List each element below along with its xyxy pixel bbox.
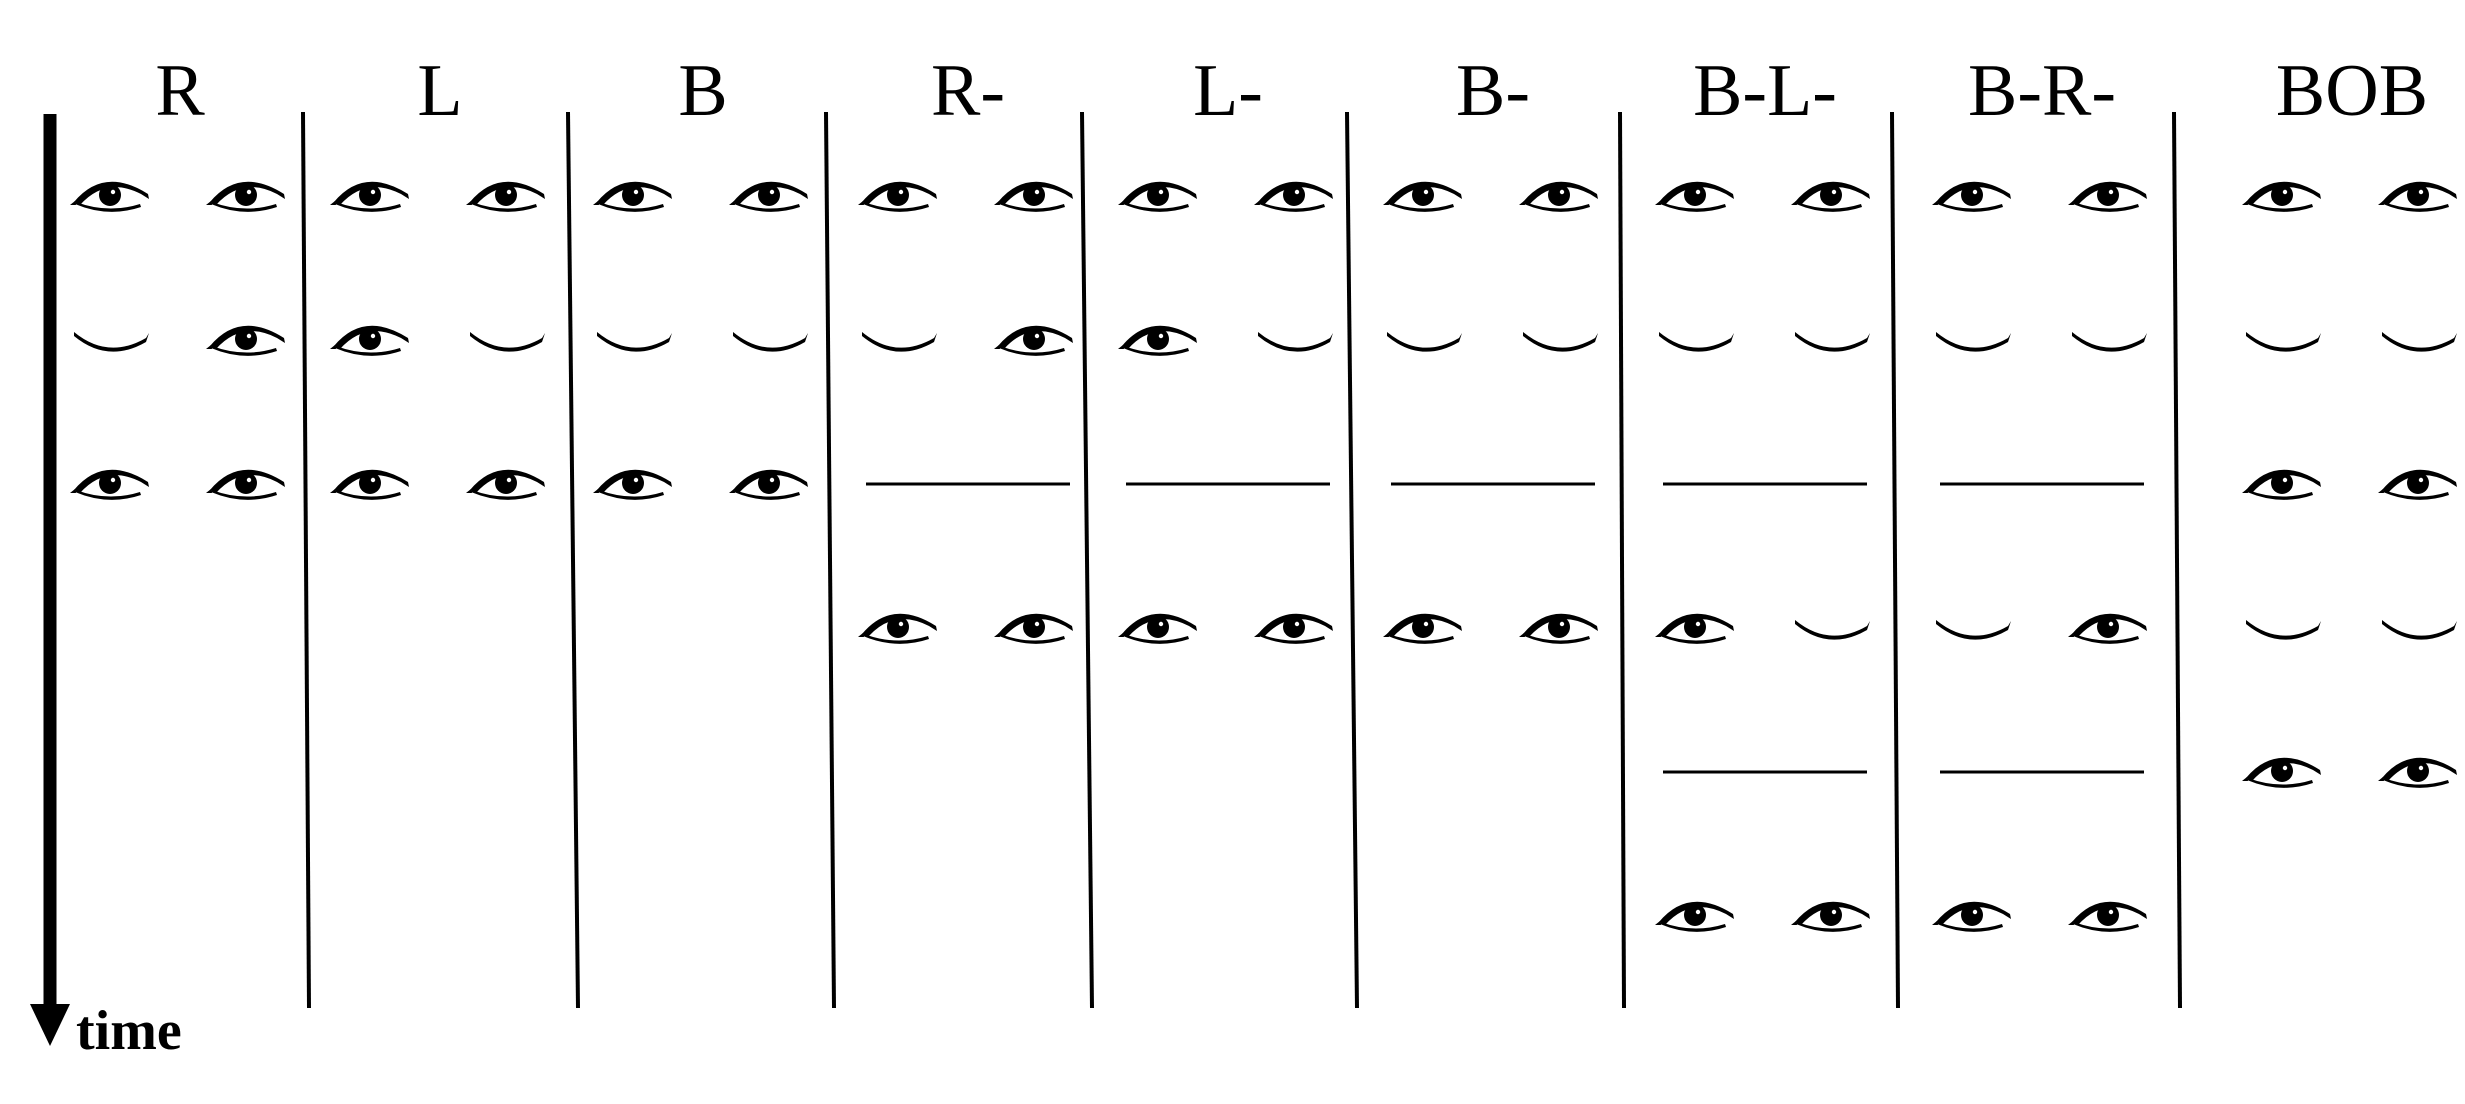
open-eye-icon <box>466 181 545 212</box>
open-eye-icon <box>1118 613 1197 644</box>
open-eye-icon <box>70 181 149 212</box>
open-eye-icon <box>2068 181 2147 212</box>
closed-eye-icon <box>1383 328 1462 352</box>
columns-layer: R L B R- L- B- B-L- B-R- BOB <box>70 50 2457 932</box>
column: BOB <box>2242 50 2457 788</box>
open-eye-icon <box>1655 181 1734 212</box>
open-eye-icon <box>1791 181 1870 212</box>
closed-eye-icon <box>70 328 149 352</box>
open-eye-icon <box>330 325 409 356</box>
open-eye-icon <box>1519 613 1598 644</box>
open-eye-icon <box>1383 181 1462 212</box>
open-eye-icon <box>1519 181 1598 212</box>
closed-eye-icon <box>2378 616 2457 640</box>
column: B <box>593 50 808 500</box>
open-eye-icon <box>1118 181 1197 212</box>
separator-line <box>1345 111 1359 1009</box>
open-eye-icon <box>729 469 808 500</box>
column-title: B <box>678 50 727 132</box>
time-axis-label: time <box>76 1000 182 1062</box>
separator-line <box>1890 111 1900 1009</box>
column: B- <box>1383 50 1598 644</box>
open-eye-icon <box>206 469 285 500</box>
column: L <box>330 50 545 500</box>
open-eye-icon <box>1254 613 1333 644</box>
separator-line <box>1080 111 1094 1009</box>
column-title: B-L- <box>1693 50 1837 132</box>
open-eye-icon <box>1932 901 2011 932</box>
open-eye-icon <box>994 325 1073 356</box>
separator-line <box>2172 111 2182 1009</box>
separator-line <box>824 111 836 1009</box>
column-title: L- <box>1193 50 1263 132</box>
open-eye-icon <box>70 469 149 500</box>
column: R- <box>858 50 1073 644</box>
closed-eye-icon <box>1254 328 1333 352</box>
open-eye-icon <box>2242 181 2321 212</box>
column-title: BOB <box>2276 50 2428 132</box>
open-eye-icon <box>729 181 808 212</box>
open-eye-icon <box>858 181 937 212</box>
open-eye-icon <box>994 181 1073 212</box>
column: B-L- <box>1655 50 1870 932</box>
open-eye-icon <box>2378 469 2457 500</box>
separator-line <box>301 111 311 1009</box>
open-eye-icon <box>2068 901 2147 932</box>
open-eye-icon <box>2378 181 2457 212</box>
open-eye-icon <box>994 613 1073 644</box>
closed-eye-icon <box>858 328 937 352</box>
closed-eye-icon <box>729 328 808 352</box>
open-eye-icon <box>466 469 545 500</box>
column: L- <box>1118 50 1333 644</box>
closed-eye-icon <box>2242 616 2321 640</box>
closed-eye-icon <box>1932 616 2011 640</box>
open-eye-icon <box>1655 901 1734 932</box>
open-eye-icon <box>1932 181 2011 212</box>
column-title: B- <box>1456 50 1530 132</box>
open-eye-icon <box>330 469 409 500</box>
closed-eye-icon <box>1519 328 1598 352</box>
open-eye-icon <box>593 181 672 212</box>
open-eye-icon <box>330 181 409 212</box>
closed-eye-icon <box>2068 328 2147 352</box>
open-eye-icon <box>1383 613 1462 644</box>
open-eye-icon <box>2378 757 2457 788</box>
time-arrow-head <box>30 1004 70 1046</box>
open-eye-icon <box>858 613 937 644</box>
closed-eye-icon <box>1791 328 1870 352</box>
closed-eye-icon <box>2378 328 2457 352</box>
open-eye-icon <box>1254 181 1333 212</box>
open-eye-icon <box>206 181 285 212</box>
open-eye-icon <box>2242 757 2321 788</box>
open-eye-icon <box>2242 469 2321 500</box>
closed-eye-icon <box>1932 328 2011 352</box>
closed-eye-icon <box>1791 616 1870 640</box>
separator-line <box>566 111 580 1009</box>
column-title: R- <box>931 50 1005 132</box>
closed-eye-icon <box>2242 328 2321 352</box>
column-title: L <box>417 50 462 132</box>
open-eye-icon <box>1655 613 1734 644</box>
column-title: B-R- <box>1968 50 2116 132</box>
open-eye-icon <box>593 469 672 500</box>
column-title: R <box>155 50 205 132</box>
open-eye-icon <box>1118 325 1197 356</box>
column: B-R- <box>1932 50 2147 932</box>
closed-eye-icon <box>593 328 672 352</box>
open-eye-icon <box>206 325 285 356</box>
open-eye-icon <box>1791 901 1870 932</box>
closed-eye-icon <box>466 328 545 352</box>
closed-eye-icon <box>1655 328 1734 352</box>
column-separators <box>301 111 2182 1009</box>
separator-line <box>1618 111 1626 1009</box>
column: R <box>70 50 285 500</box>
open-eye-icon <box>2068 613 2147 644</box>
